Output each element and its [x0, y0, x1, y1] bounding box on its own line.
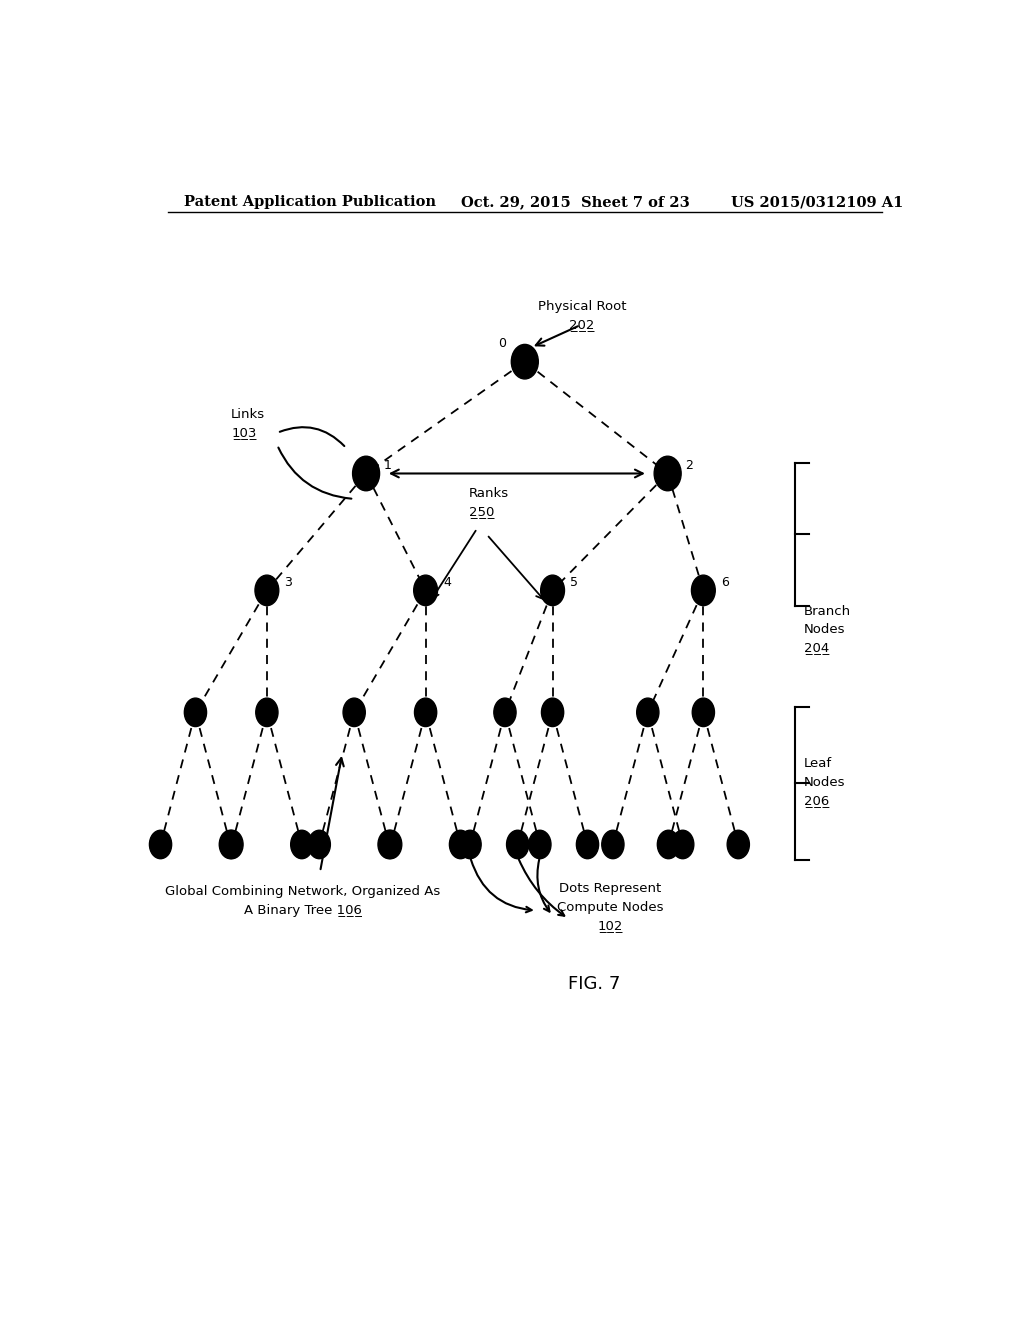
Circle shape	[450, 830, 472, 859]
Text: 5: 5	[570, 576, 578, 589]
Text: Links: Links	[231, 408, 265, 421]
Circle shape	[414, 576, 437, 606]
Text: 0: 0	[499, 337, 507, 350]
Text: 2̲5̲0̲: 2̲5̲0̲	[469, 506, 495, 517]
Circle shape	[511, 345, 539, 379]
Circle shape	[727, 830, 750, 859]
Text: A Binary Tree 1̲0̲6̲: A Binary Tree 1̲0̲6̲	[244, 904, 361, 916]
Text: Physical Root: Physical Root	[538, 300, 627, 313]
Text: Oct. 29, 2015  Sheet 7 of 23: Oct. 29, 2015 Sheet 7 of 23	[461, 195, 690, 209]
Circle shape	[184, 698, 207, 726]
Circle shape	[221, 830, 243, 859]
Circle shape	[602, 830, 624, 859]
Text: 1̲0̲3̲: 1̲0̲3̲	[231, 426, 257, 438]
Circle shape	[542, 698, 563, 726]
Circle shape	[672, 830, 694, 859]
Circle shape	[150, 830, 172, 859]
Text: FIG. 7: FIG. 7	[568, 974, 621, 993]
Circle shape	[219, 830, 242, 859]
Circle shape	[528, 830, 551, 859]
Text: 1: 1	[384, 459, 391, 471]
Text: Compute Nodes: Compute Nodes	[557, 900, 664, 913]
Circle shape	[256, 698, 278, 726]
Circle shape	[255, 576, 279, 606]
Text: Patent Application Publication: Patent Application Publication	[183, 195, 435, 209]
Text: Nodes: Nodes	[804, 776, 846, 788]
Text: 2̲0̲4̲: 2̲0̲4̲	[804, 642, 829, 655]
Text: Dots Represent: Dots Represent	[559, 882, 662, 895]
Text: 2̲0̲6̲: 2̲0̲6̲	[804, 793, 829, 807]
Circle shape	[637, 698, 658, 726]
Circle shape	[308, 830, 331, 859]
Circle shape	[459, 830, 481, 859]
Text: Branch: Branch	[804, 605, 851, 618]
Circle shape	[577, 830, 599, 859]
Circle shape	[380, 830, 401, 859]
Circle shape	[378, 830, 400, 859]
Circle shape	[415, 698, 436, 726]
Circle shape	[692, 698, 715, 726]
Circle shape	[507, 830, 528, 859]
Circle shape	[541, 576, 564, 606]
Text: 3: 3	[285, 576, 292, 589]
Text: 1̲0̲2̲: 1̲0̲2̲	[598, 919, 624, 932]
Circle shape	[291, 830, 313, 859]
Circle shape	[352, 457, 380, 491]
Text: 2̲0̲2̲: 2̲0̲2̲	[569, 318, 595, 331]
Text: 6: 6	[721, 576, 729, 589]
Text: 4: 4	[443, 576, 451, 589]
Circle shape	[654, 457, 681, 491]
Circle shape	[494, 698, 516, 726]
Circle shape	[691, 576, 715, 606]
Text: 2: 2	[685, 459, 693, 471]
Text: Global Combining Network, Organized As: Global Combining Network, Organized As	[165, 886, 440, 899]
Text: Leaf: Leaf	[804, 758, 833, 771]
Text: Ranks: Ranks	[469, 487, 509, 500]
Circle shape	[343, 698, 366, 726]
Text: US 2015/0312109 A1: US 2015/0312109 A1	[731, 195, 903, 209]
Text: Nodes: Nodes	[804, 623, 846, 636]
Circle shape	[657, 830, 680, 859]
